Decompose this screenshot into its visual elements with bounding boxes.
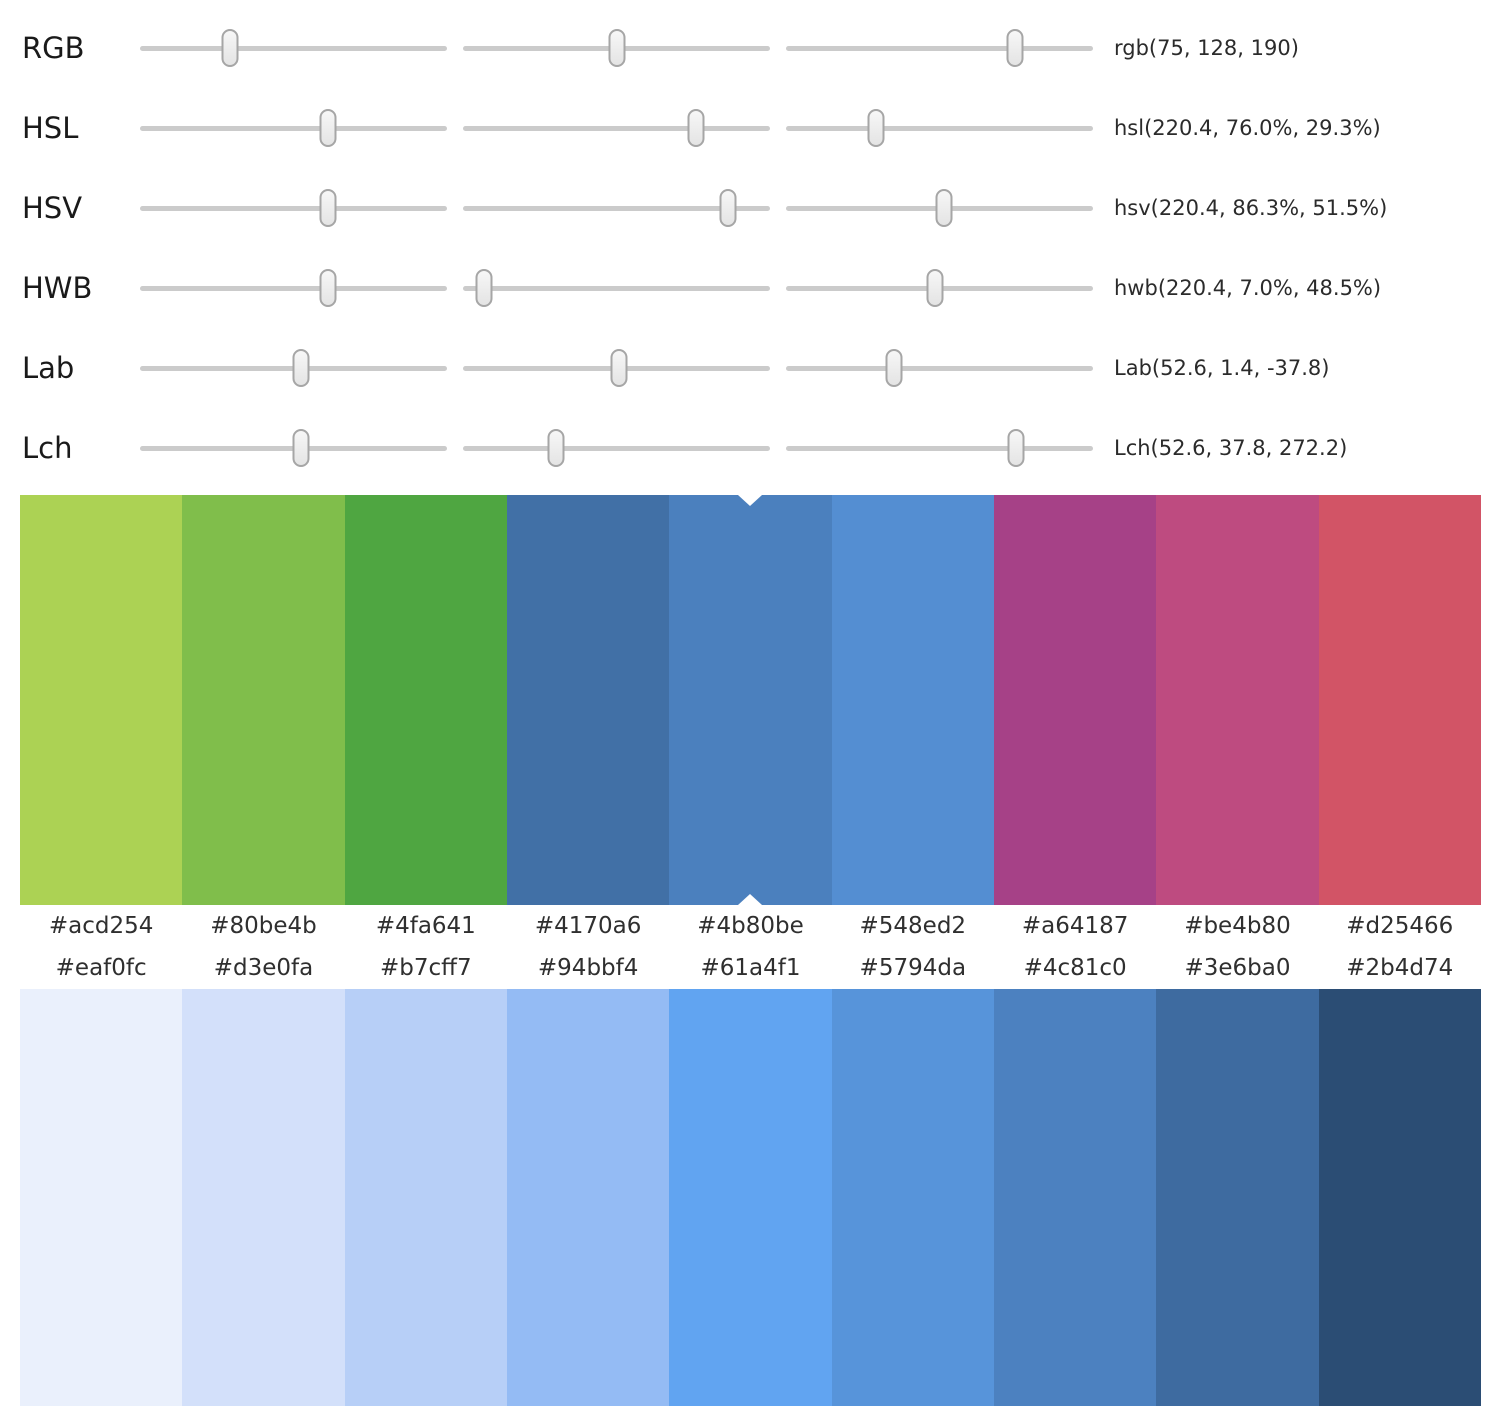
slider-row-label: HWB — [22, 271, 93, 305]
slider-handle[interactable] — [292, 429, 310, 467]
shade-hex-row: #eaf0fc #d3e0fa #b7cff7 #94bbf4 #61a4f1 #5794… — [20, 947, 1481, 989]
color-value-text: hsv(220.4, 86.3%, 51.5%) — [1114, 196, 1388, 220]
hex-label: #4170a6 — [534, 913, 642, 939]
slider-handle[interactable] — [719, 189, 737, 227]
palette-swatch[interactable] — [20, 989, 183, 1406]
shade-palette — [20, 989, 1481, 1406]
hex-label: #3e6ba0 — [1184, 955, 1291, 981]
slider-track[interactable] — [140, 269, 447, 307]
slider-track[interactable] — [140, 349, 447, 387]
slider-track[interactable] — [463, 29, 770, 67]
color-value-text: Lab(52.6, 1.4, -37.8) — [1114, 356, 1330, 380]
palette-swatch[interactable] — [993, 495, 1157, 905]
slider-track[interactable] — [140, 189, 447, 227]
palette-swatch[interactable] — [1318, 989, 1481, 1406]
palette-swatch[interactable] — [669, 989, 832, 1406]
slider-row-lch: Lch Lch(52.6, 37.8, 272.2) — [0, 408, 1501, 488]
palette-swatch[interactable] — [506, 495, 670, 905]
selected-marker-top-icon — [738, 495, 763, 506]
slider-track[interactable] — [463, 189, 770, 227]
color-value-text: hwb(220.4, 7.0%, 48.5%) — [1114, 276, 1382, 300]
hex-label: #61a4f1 — [700, 955, 801, 981]
hue-palette — [20, 495, 1481, 905]
hex-label: #4fa641 — [375, 913, 476, 939]
slider-handle[interactable] — [610, 349, 628, 387]
palette-swatch[interactable] — [669, 495, 832, 905]
hex-label: #2b4d74 — [1346, 955, 1454, 981]
slider-track[interactable] — [140, 109, 447, 147]
slider-handle[interactable] — [1007, 429, 1025, 467]
palette-swatch[interactable] — [182, 989, 345, 1406]
hue-hex-row: #acd254 #80be4b #4fa641 #4170a6 #4b80be #548e… — [20, 905, 1481, 947]
slider-row-label: Lab — [22, 351, 75, 385]
palette-swatch[interactable] — [506, 989, 670, 1406]
palette-swatch[interactable] — [182, 495, 345, 905]
slider-handle[interactable] — [608, 29, 626, 67]
slider-panel: RGB rgb(75, 128, 190) HSL hsl(220.4, 76.0%,… — [0, 0, 1501, 488]
color-value-text: rgb(75, 128, 190) — [1114, 36, 1299, 60]
slider-row-hwb: HWB hwb(220.4, 7.0%, 48.5%) — [0, 248, 1501, 328]
slider-handle[interactable] — [319, 269, 337, 307]
hex-label: #eaf0fc — [55, 955, 147, 981]
hex-label: #d3e0fa — [213, 955, 314, 981]
palette-swatch[interactable] — [1156, 989, 1319, 1406]
palette-swatch[interactable] — [831, 989, 994, 1406]
hex-label: #4c81c0 — [1023, 955, 1127, 981]
hex-label: #a64187 — [1021, 913, 1129, 939]
hex-label: #b7cff7 — [380, 955, 472, 981]
palette-swatch[interactable] — [993, 989, 1157, 1406]
slider-track[interactable] — [140, 29, 447, 67]
slider-handle[interactable] — [221, 29, 239, 67]
color-value-text: Lch(52.6, 37.8, 272.2) — [1114, 436, 1348, 460]
palette-swatch[interactable] — [20, 495, 183, 905]
hex-label: #acd254 — [48, 913, 154, 939]
hex-label: #94bbf4 — [537, 955, 639, 981]
slider-row-hsv: HSV hsv(220.4, 86.3%, 51.5%) — [0, 168, 1501, 248]
slider-row-label: HSL — [22, 111, 79, 145]
slider-track[interactable] — [786, 269, 1093, 307]
slider-handle[interactable] — [1006, 29, 1024, 67]
slider-row-lab: Lab Lab(52.6, 1.4, -37.8) — [0, 328, 1501, 408]
slider-handle[interactable] — [926, 269, 944, 307]
palette-swatch[interactable] — [344, 989, 507, 1406]
slider-track[interactable] — [140, 429, 447, 467]
slider-track[interactable] — [786, 189, 1093, 227]
slider-track[interactable] — [463, 349, 770, 387]
slider-track[interactable] — [786, 349, 1093, 387]
slider-row-label: Lch — [22, 431, 73, 465]
hex-label: #be4b80 — [1184, 913, 1291, 939]
slider-track[interactable] — [463, 269, 770, 307]
slider-handle[interactable] — [687, 109, 705, 147]
hex-label: #5794da — [859, 955, 967, 981]
slider-track[interactable] — [786, 429, 1093, 467]
slider-handle[interactable] — [319, 109, 337, 147]
color-value-text: hsl(220.4, 76.0%, 29.3%) — [1114, 116, 1381, 140]
selected-marker-bottom-icon — [738, 894, 763, 905]
slider-handle[interactable] — [475, 269, 493, 307]
palette-swatch[interactable] — [344, 495, 507, 905]
palette-swatch[interactable] — [831, 495, 994, 905]
palette-swatch[interactable] — [1318, 495, 1481, 905]
slider-track[interactable] — [463, 429, 770, 467]
slider-row-label: HSV — [22, 191, 83, 225]
slider-handle[interactable] — [935, 189, 953, 227]
slider-row-label: RGB — [22, 31, 85, 65]
slider-track[interactable] — [786, 109, 1093, 147]
slider-row-hsl: HSL hsl(220.4, 76.0%, 29.3%) — [0, 88, 1501, 168]
slider-track[interactable] — [463, 109, 770, 147]
slider-handle[interactable] — [885, 349, 903, 387]
palette-swatch[interactable] — [1156, 495, 1319, 905]
hex-label: #4b80be — [697, 913, 804, 939]
slider-handle[interactable] — [547, 429, 565, 467]
hex-label: #80be4b — [210, 913, 317, 939]
slider-track[interactable] — [786, 29, 1093, 67]
slider-row-rgb: RGB rgb(75, 128, 190) — [0, 8, 1501, 88]
hex-label: #548ed2 — [859, 913, 967, 939]
slider-handle[interactable] — [867, 109, 885, 147]
slider-handle[interactable] — [319, 189, 337, 227]
hex-label: #d25466 — [1346, 913, 1454, 939]
slider-handle[interactable] — [292, 349, 310, 387]
